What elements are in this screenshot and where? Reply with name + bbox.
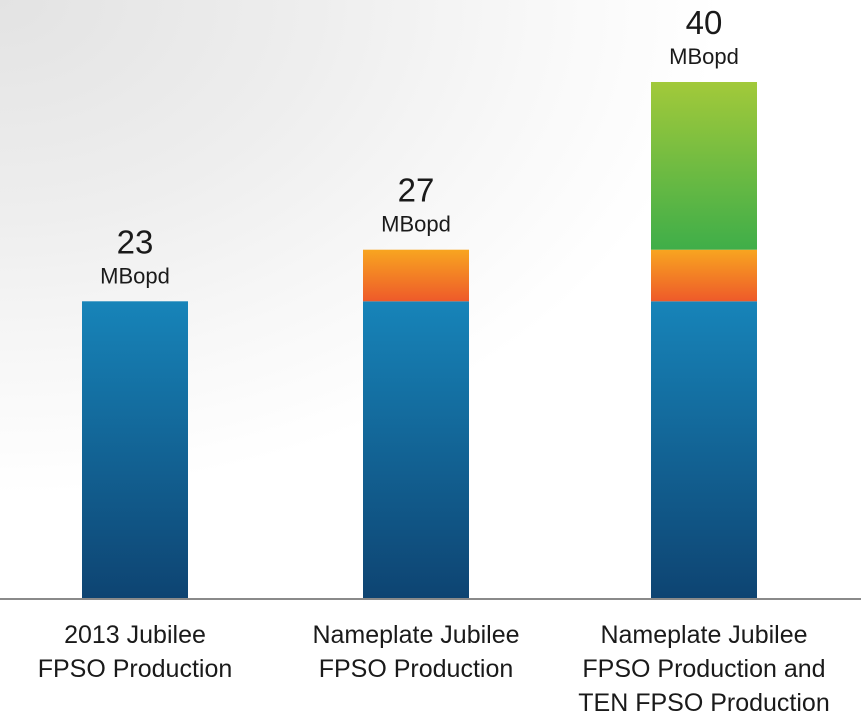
total-value-label: 40 [686, 4, 723, 41]
bar-segment-series-1-cat-2 [363, 301, 469, 598]
bar-segment-series-1-cat-1 [82, 301, 188, 598]
total-value-label: 27 [398, 172, 435, 209]
bar-segment-series-2-cat-3 [651, 249, 757, 302]
category-label-line: TEN FPSO Production [578, 689, 829, 717]
total-unit-label: MBopd [100, 263, 170, 288]
category-label-line: Nameplate Jubilee [600, 621, 807, 649]
bar-segment-series-2-cat-2 [363, 249, 469, 302]
category-label-line: FPSO Production [38, 655, 233, 683]
bar-segment-series-1-cat-3 [651, 301, 757, 598]
total-unit-label: MBopd [381, 212, 451, 237]
bar-segment-series-3-cat-3 [651, 82, 757, 250]
total-unit-label: MBopd [669, 44, 739, 69]
total-value-label: 23 [117, 223, 154, 260]
category-label-line: FPSO Production [319, 655, 514, 683]
category-label-line: 2013 Jubilee [64, 621, 206, 649]
category-label-line: Nameplate Jubilee [312, 621, 519, 649]
category-label-line: FPSO Production and [582, 655, 825, 683]
